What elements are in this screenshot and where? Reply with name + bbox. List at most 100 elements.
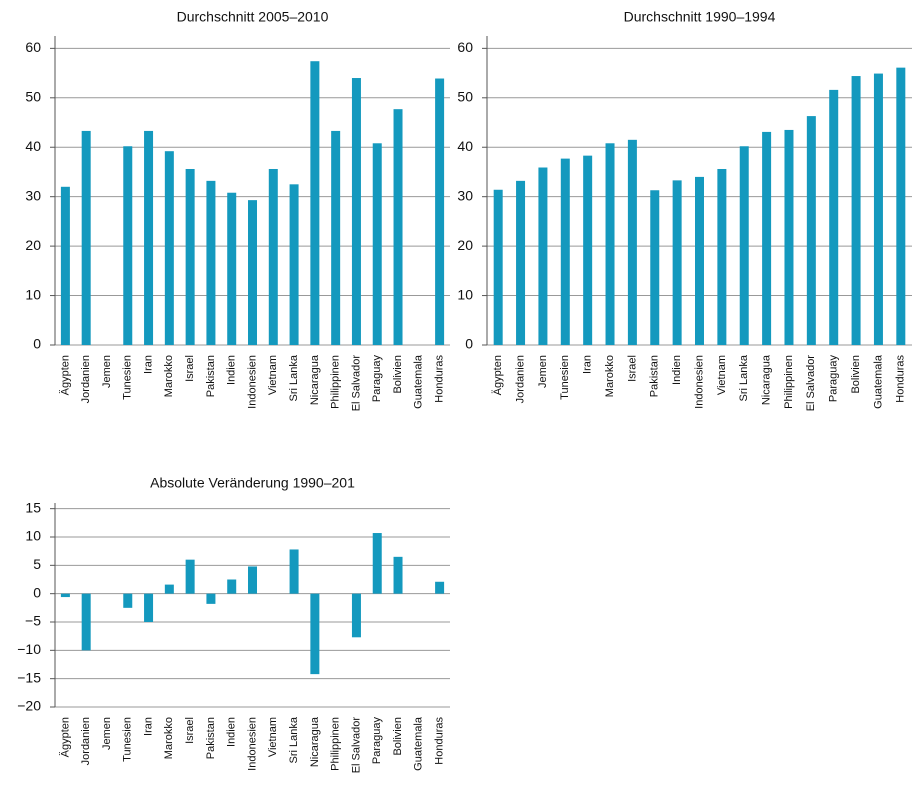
x-tick-label: Philippinen	[783, 355, 795, 409]
y-tick-label: 10	[457, 286, 473, 302]
x-tick-label: Jemen	[537, 355, 549, 388]
x-tick-label: Iran	[142, 717, 154, 736]
bar	[227, 192, 237, 345]
bar	[762, 131, 772, 345]
x-tick-label: Nicaragua	[309, 354, 321, 405]
y-tick-label: 5	[33, 556, 41, 572]
x-tick-label: Indonesien	[693, 355, 705, 409]
x-tick-label: Marokko	[604, 355, 616, 397]
x-tick-label: Indonesien	[246, 355, 258, 409]
y-tick-label: 50	[457, 89, 473, 105]
bar	[873, 73, 883, 345]
x-tick-label: Tunesien	[122, 355, 134, 400]
x-tick-label: Honduras	[434, 355, 446, 403]
y-tick-label: 40	[457, 138, 473, 154]
x-tick-label: Jordanien	[80, 355, 92, 403]
bar	[516, 180, 526, 345]
x-tick-label: Israel	[184, 717, 196, 744]
y-tick-label: 0	[33, 584, 41, 600]
y-tick-label: 60	[25, 39, 41, 55]
x-tick-label: Guatemala	[872, 354, 884, 409]
x-tick-label: Ägypten	[492, 355, 504, 395]
bar	[435, 78, 445, 345]
bar	[784, 129, 794, 345]
x-tick-label: Israel	[626, 355, 638, 382]
x-tick-label: Philippinen	[330, 355, 342, 409]
x-tick-label: Honduras	[895, 355, 907, 403]
bar	[206, 180, 216, 345]
x-tick-label: Nicaragua	[309, 716, 321, 767]
y-tick-label: 10	[25, 286, 41, 302]
chart-title: Absolute Veränderung 1990–201	[150, 475, 355, 491]
bar	[739, 146, 749, 345]
x-tick-label: Sri Lanka	[288, 716, 300, 763]
bar	[123, 146, 133, 345]
bar	[268, 168, 278, 345]
x-tick-label: Vietnam	[267, 717, 279, 757]
x-tick-label: Pakistan	[205, 717, 217, 759]
y-tick-label: 30	[457, 187, 473, 203]
bar	[310, 593, 320, 675]
x-tick-label: Jemen	[101, 355, 113, 388]
y-tick-label: 50	[25, 89, 41, 105]
bar	[60, 593, 70, 598]
bar	[650, 190, 660, 345]
x-tick-label: Bolivien	[850, 355, 862, 394]
x-tick-label: Vietnam	[716, 355, 728, 395]
x-tick-label: Sri Lanka	[288, 354, 300, 401]
x-tick-label: El Salvador	[805, 355, 817, 412]
y-tick-label: 20	[25, 237, 41, 253]
bar	[164, 151, 174, 345]
y-tick-label: 20	[457, 237, 473, 253]
x-tick-label: Indien	[226, 355, 238, 385]
bar	[81, 130, 91, 345]
bar	[351, 78, 361, 346]
bar	[372, 533, 382, 594]
x-tick-label: Pakistan	[205, 355, 217, 397]
x-tick-label: Sri Lanka	[738, 354, 750, 401]
x-tick-label: Jordanien	[514, 355, 526, 403]
y-tick-label: 15	[25, 499, 41, 515]
y-tick-label: −15	[17, 669, 41, 685]
bar	[351, 593, 361, 638]
bar	[806, 116, 816, 345]
bar	[627, 139, 637, 345]
y-tick-label: −20	[17, 698, 41, 714]
bar	[560, 158, 570, 345]
bar	[717, 168, 727, 345]
bar	[538, 167, 548, 345]
x-tick-label: Tunesien	[122, 717, 134, 762]
x-tick-label: Honduras	[434, 717, 446, 765]
chart-title: Durchschnitt 1990–1994	[624, 9, 776, 25]
bar	[227, 579, 237, 594]
bar	[144, 130, 154, 345]
y-tick-label: −5	[25, 613, 41, 629]
chart-title: Durchschnitt 2005–2010	[177, 9, 329, 25]
x-tick-label: Nicaragua	[761, 354, 773, 405]
bar	[289, 549, 299, 594]
x-tick-label: Jordanien	[80, 717, 92, 765]
y-tick-label: 0	[465, 336, 473, 352]
bar	[672, 180, 682, 345]
bar	[393, 556, 403, 594]
x-tick-label: Vietnam	[267, 355, 279, 395]
x-tick-label: El Salvador	[350, 717, 362, 774]
bar	[393, 109, 403, 345]
x-tick-label: Iran	[582, 355, 594, 374]
x-tick-label: Guatemala	[413, 716, 425, 771]
bar	[372, 143, 382, 345]
x-tick-label: Paraguay	[828, 355, 840, 403]
bar	[164, 584, 174, 594]
bar	[206, 593, 216, 604]
x-tick-label: Marokko	[163, 717, 175, 759]
y-tick-label: 0	[33, 336, 41, 352]
y-tick-label: −10	[17, 641, 41, 657]
bar	[248, 566, 257, 594]
bar	[248, 200, 257, 345]
x-tick-label: Indien	[671, 355, 683, 385]
bar	[493, 189, 503, 345]
x-tick-label: Paraguay	[371, 717, 383, 765]
bar	[435, 581, 445, 594]
bar	[310, 61, 320, 345]
bar	[896, 67, 906, 345]
